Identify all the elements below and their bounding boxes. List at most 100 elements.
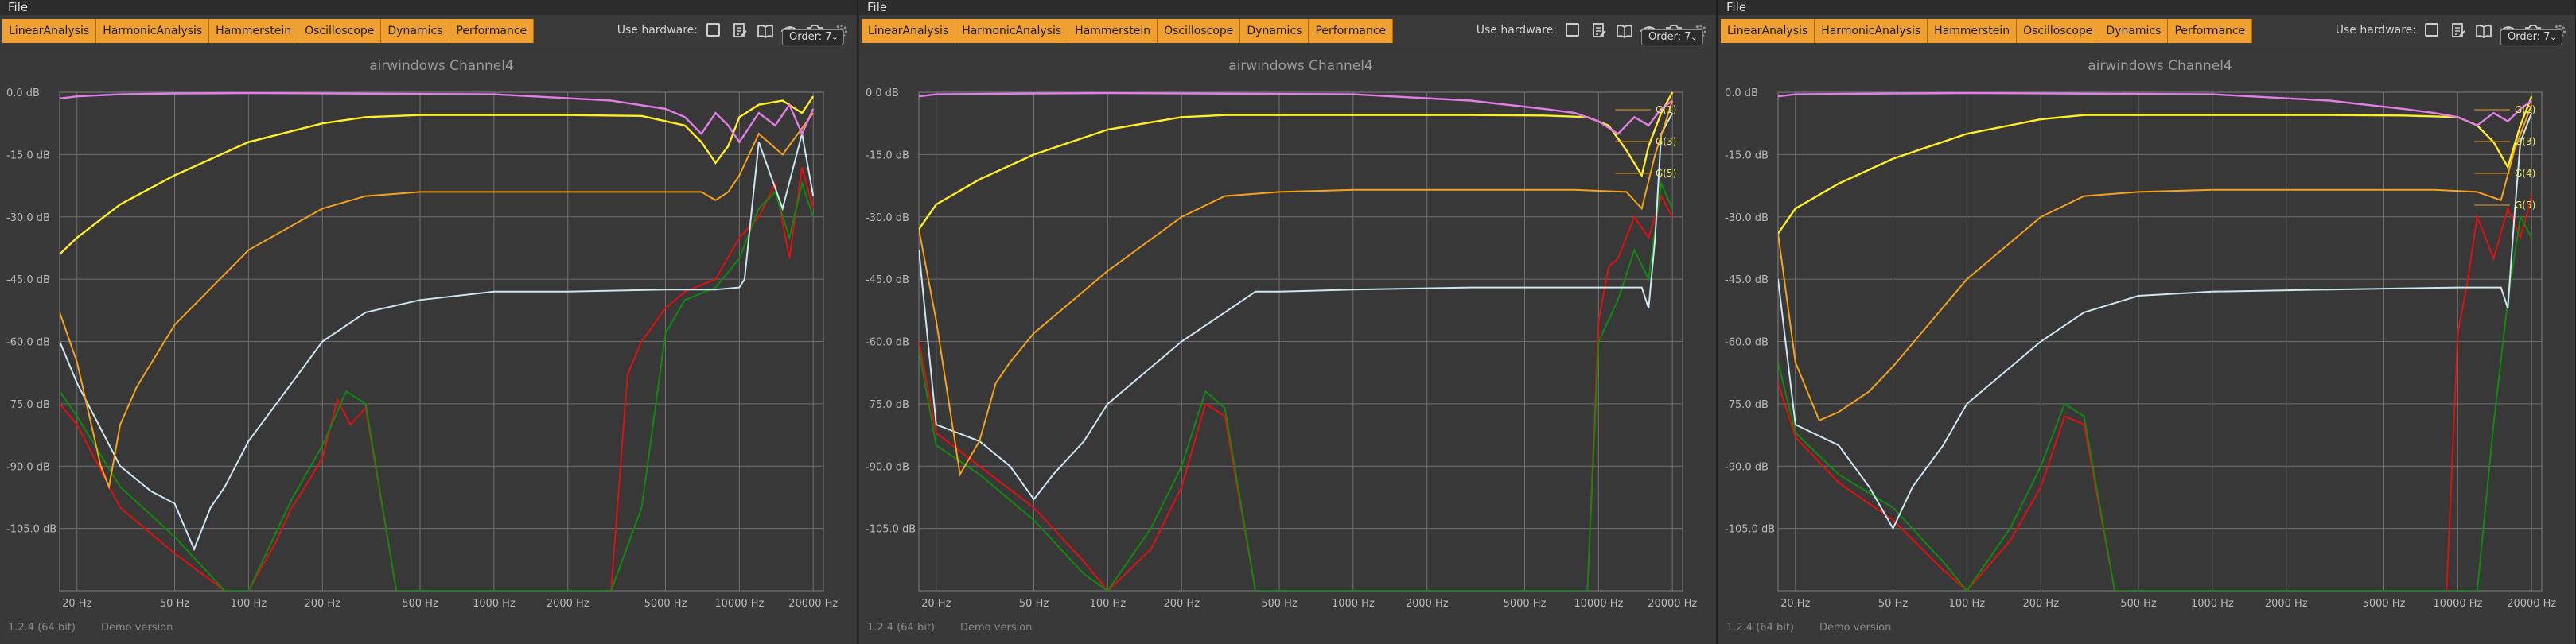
- frequency-response-chart: airwindows Channel4 0.0 dB -15.0 dB -30.0 d…: [866, 58, 1697, 610]
- series-line-yellow: [60, 95, 815, 255]
- tab-oscilloscope[interactable]: Oscilloscope: [1158, 19, 1241, 43]
- chevron-down-icon: ⌄: [2549, 32, 2557, 42]
- chevron-down-icon: ⌄: [1690, 32, 1698, 42]
- use-hardware-checkbox[interactable]: [2425, 23, 2438, 37]
- tab-performance[interactable]: Performance: [1309, 19, 1394, 43]
- frequency-response-chart: airwindows Channel4 0.0 dB -15.0 dB -30.0 d…: [6, 58, 838, 610]
- y-tick-label: -105.0 dB: [6, 524, 56, 536]
- order-select[interactable]: Order: 7 ⌄: [782, 29, 844, 45]
- x-tick-label: 200 Hz: [1163, 598, 1200, 610]
- tab-harmonicanalysis[interactable]: HarmonicAnalysis: [96, 19, 210, 43]
- series-line-pink: [60, 91, 815, 144]
- series-line-yellow: [919, 91, 1674, 231]
- book-icon[interactable]: [1615, 21, 1634, 41]
- y-tick-label: -30.0 dB: [1725, 212, 1769, 224]
- notes-icon[interactable]: [2449, 21, 2468, 41]
- x-tick-label: 5000 Hz: [1504, 598, 1547, 610]
- frequency-response-chart: airwindows Channel4 0.0 dB -15.0 dB -30.0 d…: [1725, 58, 2556, 610]
- series-line-orange: [919, 100, 1674, 477]
- tab-oscilloscope[interactable]: Oscilloscope: [298, 19, 382, 43]
- tab-harmonicanalysis[interactable]: HarmonicAnalysis: [1815, 19, 1928, 43]
- tab-hammerstein[interactable]: Hammerstein: [209, 19, 299, 43]
- y-tick-label: -90.0 dB: [866, 461, 909, 473]
- y-tick-label: -105.0 dB: [1725, 524, 1775, 536]
- x-tick-label: 1000 Hz: [473, 598, 516, 610]
- x-tick-label: 2000 Hz: [1406, 598, 1449, 610]
- order-select[interactable]: Order: 7 ⌄: [1641, 29, 1703, 45]
- y-tick-label: -15.0 dB: [866, 149, 909, 161]
- y-tick-label: -15.0 dB: [6, 149, 50, 161]
- demo-label: Demo version: [101, 622, 173, 634]
- order-value: Order: 7: [789, 31, 832, 43]
- x-tick-label: 20000 Hz: [788, 598, 838, 610]
- order-value: Order: 7: [1648, 31, 1691, 43]
- tab-oscilloscope[interactable]: Oscilloscope: [2017, 19, 2100, 43]
- notes-icon[interactable]: [1590, 21, 1609, 41]
- x-tick-label: 10000 Hz: [2433, 598, 2482, 610]
- tab-performance[interactable]: Performance: [2168, 19, 2253, 43]
- book-icon[interactable]: [756, 21, 775, 41]
- y-tick-label: -60.0 dB: [6, 337, 50, 349]
- use-hardware-checkbox[interactable]: [706, 23, 720, 37]
- tab-performance[interactable]: Performance: [449, 19, 535, 43]
- analyzer-panel: File LinearAnalysis HarmonicAnalysis Hammer…: [1718, 0, 2576, 644]
- y-tick-label: 0.0 dB: [1725, 87, 1758, 99]
- version-label: 1.2.4 (64 bit): [867, 622, 935, 634]
- x-tick-label: 1000 Hz: [1332, 598, 1375, 610]
- demo-label: Demo version: [960, 622, 1033, 634]
- tab-linearanalysis[interactable]: LinearAnalysis: [2, 19, 97, 43]
- notes-icon[interactable]: [730, 21, 749, 41]
- tab-harmonicanalysis[interactable]: HarmonicAnalysis: [955, 19, 1069, 43]
- tab-hammerstein[interactable]: Hammerstein: [1928, 19, 2018, 43]
- x-tick-label: 10000 Hz: [1574, 598, 1623, 610]
- use-hardware-checkbox[interactable]: [1566, 23, 1579, 37]
- version-label: 1.2.4 (64 bit): [1726, 622, 1794, 634]
- tab-linearanalysis[interactable]: LinearAnalysis: [1721, 19, 1815, 43]
- tab-dynamics[interactable]: Dynamics: [1240, 19, 1309, 43]
- toolbar: LinearAnalysis HarmonicAnalysis Hammerstei…: [0, 15, 857, 47]
- demo-label: Demo version: [1819, 622, 1892, 634]
- x-tick-label: 100 Hz: [1090, 598, 1127, 610]
- x-tick-label: 10000 Hz: [714, 598, 764, 610]
- tab-dynamics[interactable]: Dynamics: [2099, 19, 2169, 43]
- analyzer-panel: File LinearAnalysis HarmonicAnalysis Hammer…: [0, 0, 858, 644]
- menu-file[interactable]: File: [867, 0, 888, 14]
- menu-bar: File: [859, 0, 1716, 15]
- y-tick-label: -75.0 dB: [1725, 399, 1769, 411]
- x-tick-label: 200 Hz: [2022, 598, 2059, 610]
- y-tick-label: -45.0 dB: [6, 274, 50, 286]
- tab-bar: LinearAnalysis HarmonicAnalysis Hammerstei…: [862, 19, 1394, 43]
- legend-label: G(4): [2515, 168, 2535, 179]
- x-tick-label: 200 Hz: [304, 598, 340, 610]
- y-tick-label: 0.0 dB: [6, 87, 40, 99]
- series-line-green: [60, 180, 815, 591]
- x-tick-label: 5000 Hz: [2363, 598, 2406, 610]
- series-line-lightblue: [60, 134, 815, 552]
- x-tick-label: 20 Hz: [62, 598, 91, 610]
- footer: 1.2.4 (64 bit) Demo version: [1726, 622, 1891, 634]
- series-line-orange: [1778, 104, 2533, 422]
- order-select[interactable]: Order: 7 ⌄: [2500, 29, 2562, 45]
- x-tick-label: 2000 Hz: [547, 598, 590, 610]
- y-tick-label: -45.0 dB: [1725, 274, 1769, 286]
- legend-label: G(3): [1656, 136, 1676, 147]
- menu-file[interactable]: File: [8, 0, 29, 14]
- analyzer-panel: File LinearAnalysis HarmonicAnalysis Hammer…: [859, 0, 1718, 644]
- use-hardware-label: Use hardware:: [1476, 24, 1557, 37]
- x-tick-label: 5000 Hz: [644, 598, 687, 610]
- use-hardware-label: Use hardware:: [2335, 24, 2416, 37]
- x-tick-label: 50 Hz: [1878, 598, 1908, 610]
- chart-area: airwindows Channel4 0.0 dB -15.0 dB -30.0 d…: [0, 47, 857, 619]
- tab-hammerstein[interactable]: Hammerstein: [1068, 19, 1158, 43]
- y-tick-label: -75.0 dB: [866, 399, 909, 411]
- y-tick-label: -90.0 dB: [1725, 461, 1769, 473]
- tab-linearanalysis[interactable]: LinearAnalysis: [862, 19, 956, 43]
- y-tick-label: -15.0 dB: [1725, 149, 1769, 161]
- menu-bar: File: [0, 0, 857, 15]
- x-tick-label: 100 Hz: [1949, 598, 1986, 610]
- footer: 1.2.4 (64 bit) Demo version: [8, 622, 173, 634]
- x-tick-label: 1000 Hz: [2191, 598, 2234, 610]
- tab-dynamics[interactable]: Dynamics: [381, 19, 450, 43]
- book-icon[interactable]: [2474, 21, 2493, 41]
- menu-file[interactable]: File: [1726, 0, 1747, 14]
